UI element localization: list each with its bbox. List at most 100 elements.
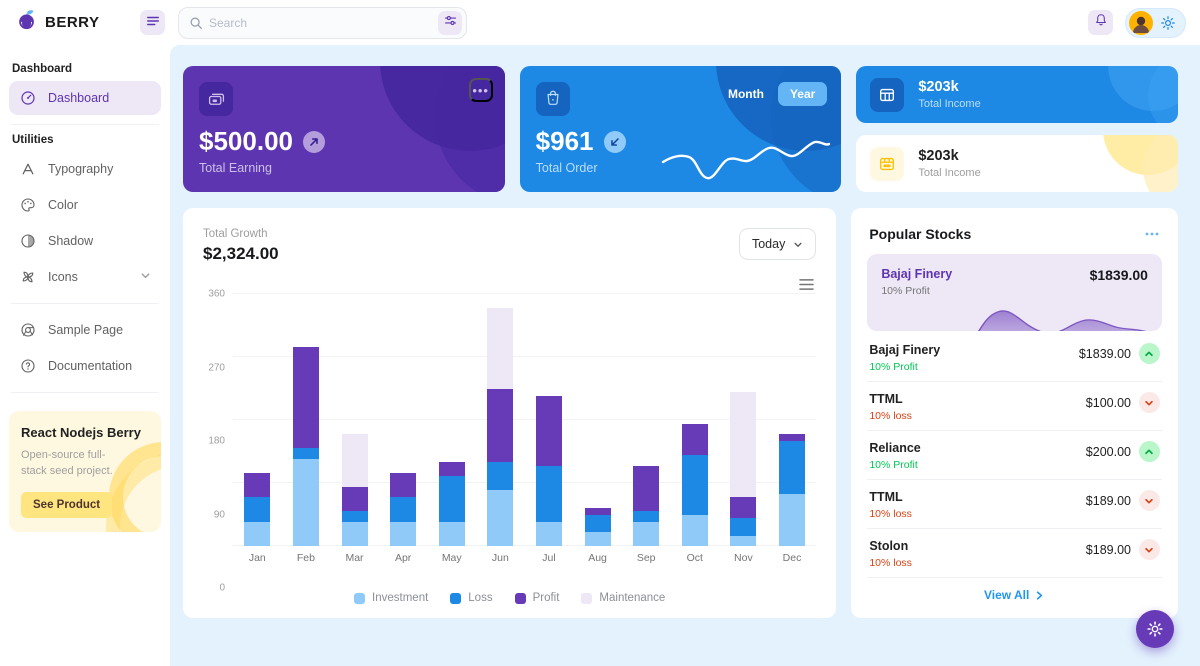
order-period-toggle: Month Year [720, 82, 828, 106]
menu-toggle-button[interactable] [140, 10, 165, 35]
header: BERRY [0, 0, 1200, 45]
bar-segment-investment [584, 532, 611, 546]
trend-down-left-icon[interactable] [603, 130, 626, 153]
legend-investment[interactable]: Investment [354, 592, 428, 604]
view-all-label: View All [983, 588, 1030, 602]
profile-menu[interactable] [1125, 7, 1186, 38]
search-icon [189, 16, 203, 30]
sidebar-item-label: Shadow [48, 234, 94, 248]
sidebar-item-documentation[interactable]: Documentation [9, 349, 161, 383]
legend-loss[interactable]: Loss [450, 592, 493, 604]
bar-slot [282, 294, 331, 546]
bar-slot [622, 294, 671, 546]
sidebar-item-dashboard[interactable]: Dashboard [9, 81, 161, 115]
promo-description: Open-source full-stack seed project. [21, 449, 113, 477]
featured-stock-card[interactable]: Bajaj Finery 10% Profit $1839.00 [867, 254, 1162, 331]
main-content: ••• $500.00 Total Earning Month [170, 45, 1200, 666]
sidebar-item-label: Typography [48, 162, 114, 176]
bar-segment-profit [390, 472, 417, 497]
search-input[interactable] [209, 15, 432, 30]
lower-row: Total Growth $2,324.00 Today 0 90 180 270 36… [183, 208, 1178, 618]
income-blue-value: $203k [918, 79, 959, 95]
bar-segment-profit [438, 462, 465, 476]
sidebar-section-dashboard: Dashboard [12, 63, 73, 75]
order-icon [535, 82, 570, 116]
bar-slot [573, 294, 622, 546]
featured-stock-name: Bajaj Finery [881, 267, 953, 281]
stocks-more-button[interactable] [1144, 226, 1160, 242]
avatar [1129, 10, 1153, 35]
sidebar-item-label: Dashboard [48, 91, 110, 105]
bar-slot [670, 294, 719, 546]
typography-icon [19, 160, 37, 178]
trend-up-right-icon[interactable] [302, 130, 325, 153]
growth-title: Total Growth [203, 228, 268, 240]
stock-right: $200.00 [1086, 441, 1160, 462]
legend-label: Loss [468, 592, 493, 604]
stock-name: TTML [869, 490, 903, 504]
stock-change: 10% Profit [869, 459, 918, 471]
sidebar-item-sample-page[interactable]: Sample Page [9, 313, 161, 347]
see-product-button[interactable]: See Product [21, 491, 113, 518]
bar-slot [427, 294, 476, 546]
notifications-button[interactable] [1088, 10, 1113, 35]
bar-jun[interactable] [487, 294, 514, 546]
year-toggle-button[interactable]: Year [777, 82, 828, 106]
chevron-down-icon [793, 239, 803, 249]
bar-mar[interactable] [341, 294, 368, 546]
gridline [233, 419, 817, 420]
total-income-card-light: $203k Total Income [856, 135, 1178, 192]
y-tick-label: 0 [219, 582, 225, 594]
bar-dec[interactable] [779, 294, 805, 546]
settings-icon [1160, 15, 1176, 31]
income-light-value: $203k [918, 148, 959, 164]
legend-profit[interactable]: Profit [514, 592, 559, 604]
bar-segment-loss [487, 462, 514, 490]
sidebar-item-shadow[interactable]: Shadow [9, 224, 161, 258]
bar-slot [476, 294, 525, 546]
bar-segment-profit [584, 507, 611, 515]
search-bar [178, 6, 467, 39]
customize-fab-button[interactable] [1136, 610, 1174, 648]
bar-jan[interactable] [244, 294, 271, 546]
bar-feb[interactable] [292, 294, 319, 546]
sidebar-item-icons[interactable]: Icons [9, 260, 161, 294]
featured-stock-price: $1839.00 [1089, 267, 1148, 283]
more-horiz-icon [1144, 229, 1160, 246]
bar-segment-profit [292, 346, 319, 448]
x-tick-label: Dec [782, 552, 802, 564]
order-label: Total Order [535, 161, 598, 175]
bar-segment-investment [779, 493, 805, 546]
search-settings-button[interactable] [438, 10, 462, 35]
legend-marker [450, 592, 462, 604]
view-all-link[interactable]: View All [867, 578, 1162, 608]
bar-oct[interactable] [681, 294, 708, 546]
legend-maintenance[interactable]: Maintenance [581, 592, 665, 604]
total-income-card-blue: $203k Total Income [856, 66, 1178, 123]
period-dropdown[interactable]: Today [738, 228, 817, 260]
bar-apr[interactable] [390, 294, 417, 546]
chart-menu-icon[interactable] [799, 278, 815, 292]
bar-segment-profit [341, 486, 368, 512]
x-tick-label: Apr [394, 552, 412, 564]
bar-nov[interactable] [730, 294, 757, 546]
x-tick-label: May [441, 552, 462, 564]
bar-segment-investment [730, 535, 757, 546]
month-toggle-button[interactable]: Month [720, 83, 772, 105]
decorative-circle [1142, 135, 1178, 192]
earning-more-button[interactable]: ••• [468, 78, 493, 102]
bar-sep[interactable] [633, 294, 660, 546]
earning-icon [199, 82, 233, 116]
stock-right: $1839.00 [1079, 343, 1160, 364]
brand[interactable]: BERRY [16, 9, 99, 36]
stock-right: $189.00 [1086, 539, 1160, 560]
sidebar-item-typography[interactable]: Typography [9, 152, 161, 186]
sidebar-item-color[interactable]: Color [9, 188, 161, 222]
bar-aug[interactable] [584, 294, 611, 546]
bar-segment-maintenance [730, 392, 757, 497]
bar-segment-loss [292, 448, 319, 459]
bar-jul[interactable] [535, 294, 562, 546]
bar-may[interactable] [438, 294, 465, 546]
total-growth-card: Total Growth $2,324.00 Today 0 90 180 270 36… [183, 208, 837, 618]
stock-row: Stolon 10% loss $189.00 [867, 529, 1162, 578]
